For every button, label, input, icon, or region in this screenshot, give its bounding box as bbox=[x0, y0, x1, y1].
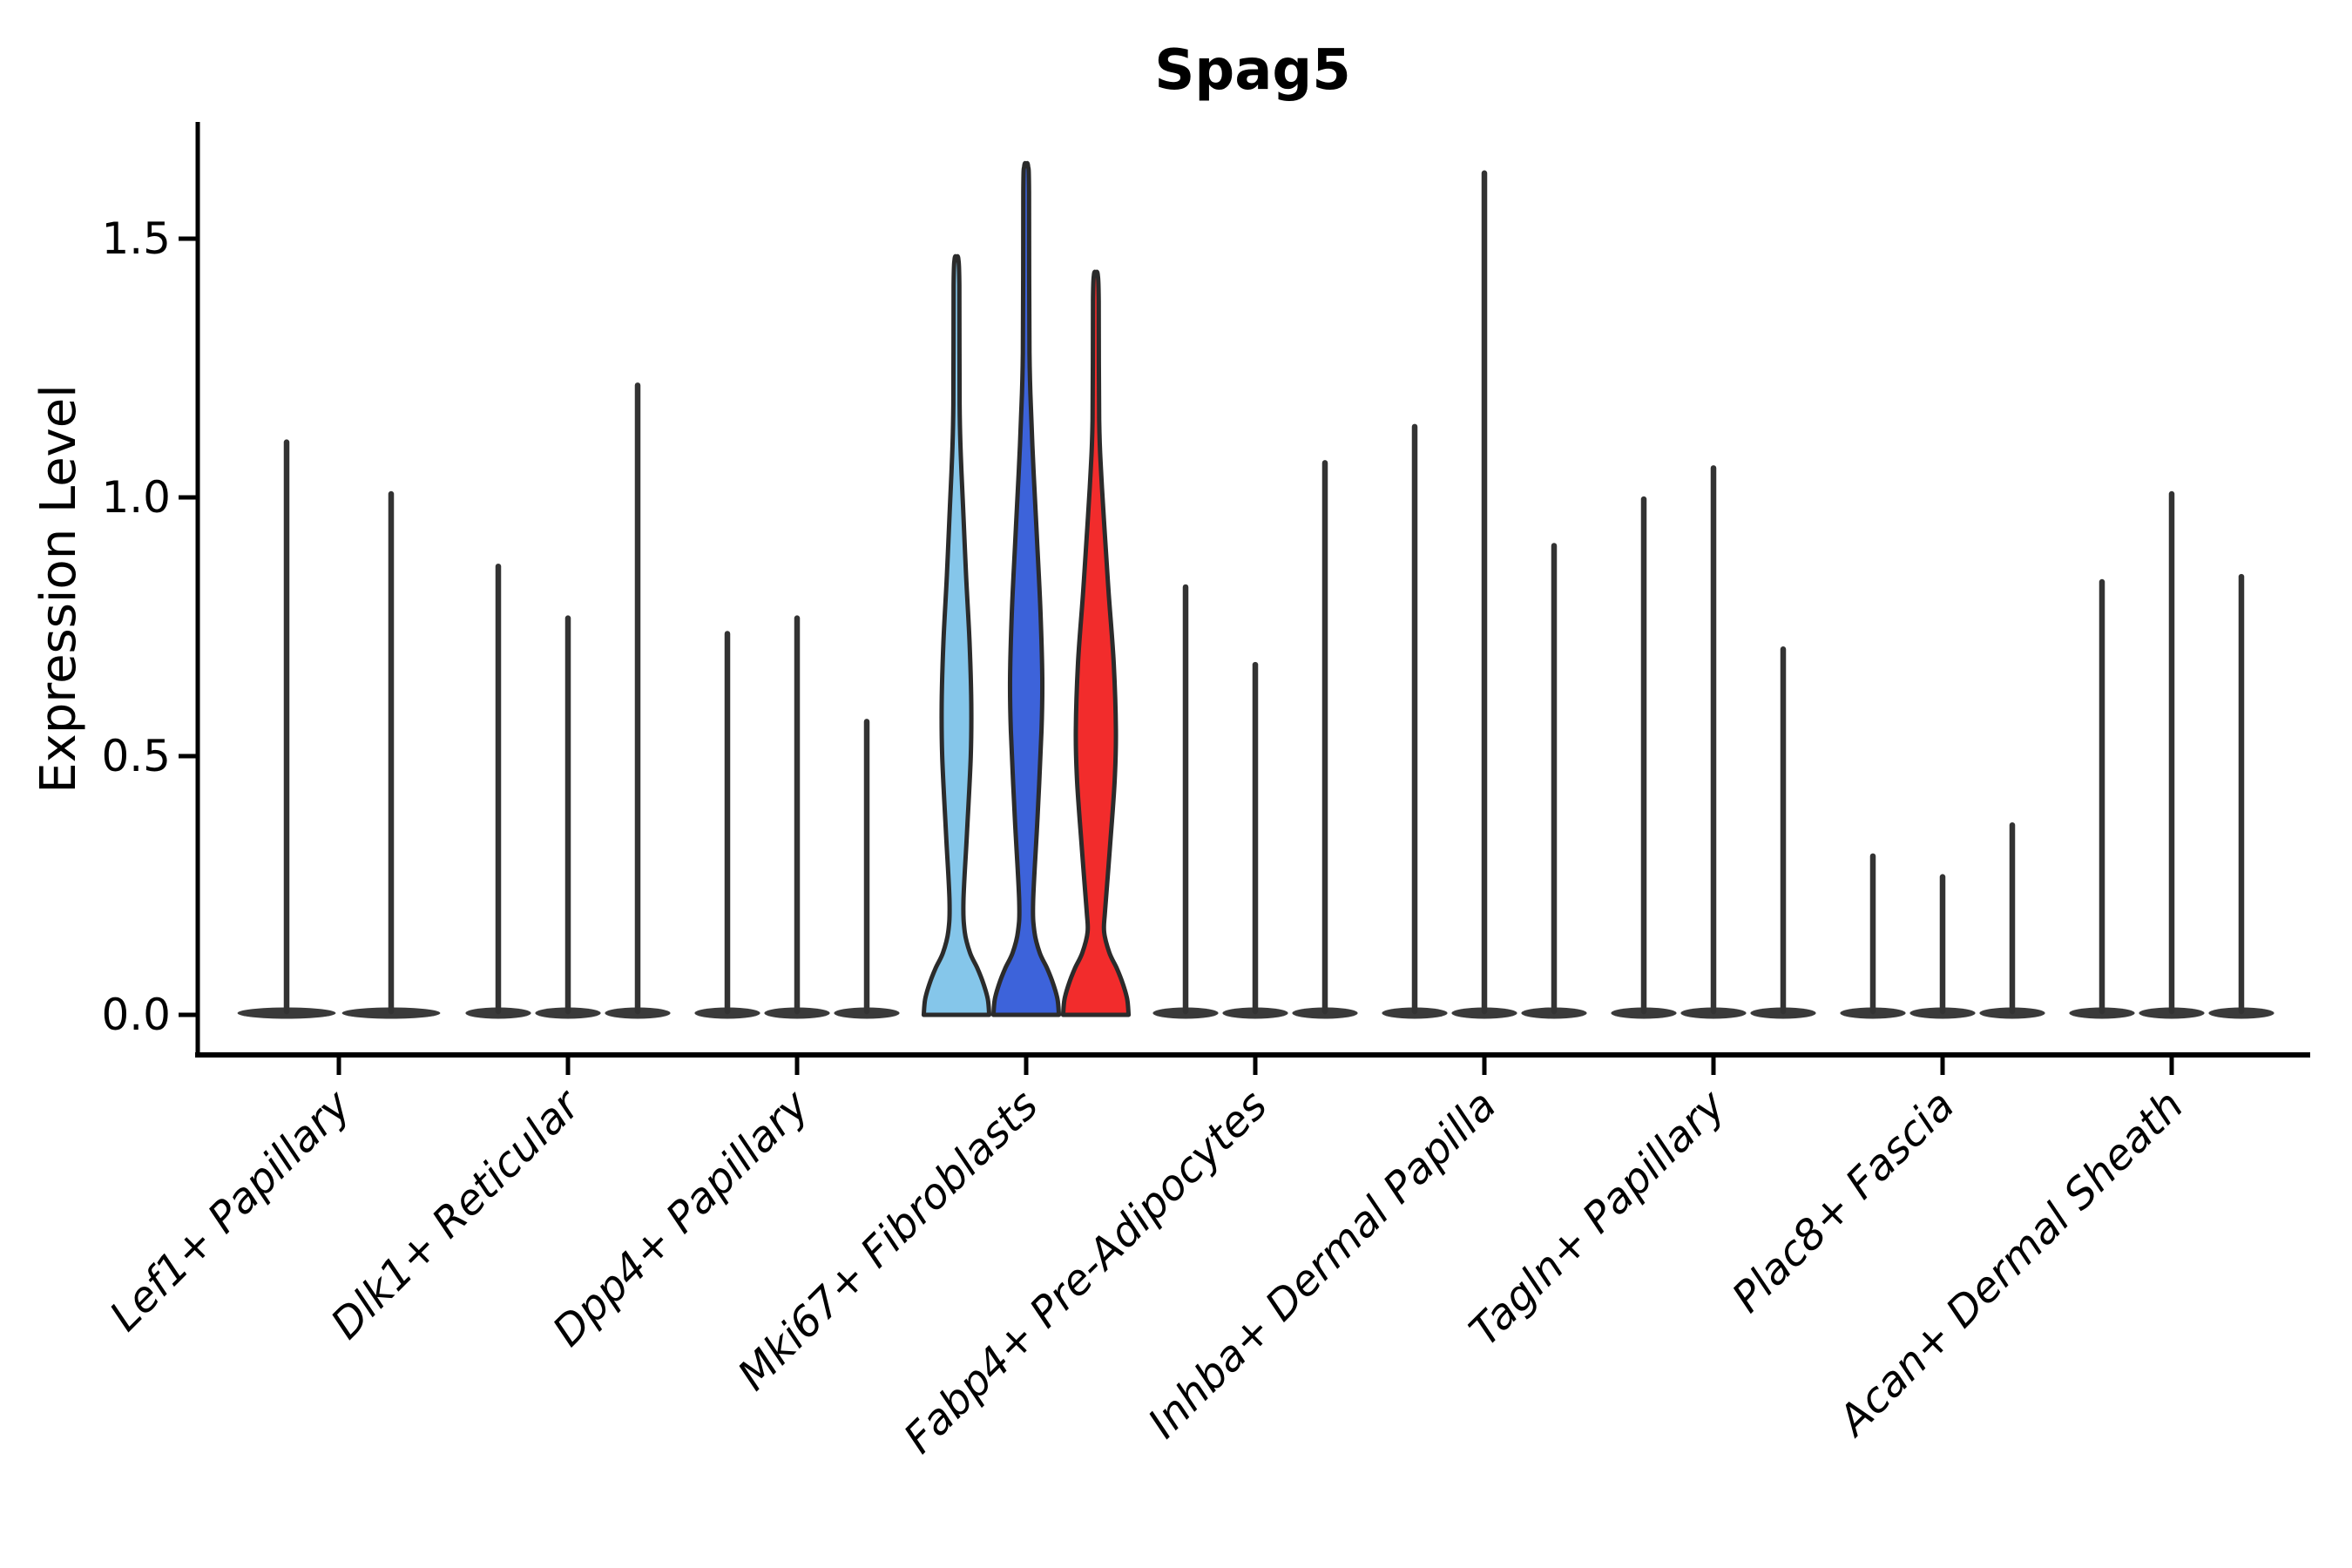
x-tick-label: Fabp4+ Pre-Adipocytes bbox=[895, 1081, 1277, 1463]
x-tick-label: Lef1+ Papillary bbox=[100, 1080, 361, 1341]
highlighted-violin bbox=[1060, 269, 1132, 1017]
y-tick-label: 0.0 bbox=[101, 990, 171, 1040]
highlighted-violin bbox=[990, 160, 1062, 1017]
y-axis-ticks: 0.0 0.5 1.0 1.5 bbox=[101, 213, 198, 1040]
chart-title: Spag5 bbox=[1154, 38, 1350, 103]
x-tick-label: Tagln+ Papillary bbox=[1460, 1080, 1735, 1355]
y-axis-label: Expression Level bbox=[30, 384, 87, 794]
x-tick-label: Plac8+ Fascia bbox=[1723, 1081, 1964, 1322]
x-tick-label: Dlk1+ Reticular bbox=[321, 1079, 591, 1349]
axes bbox=[195, 122, 2310, 1058]
y-tick-label: 1.5 bbox=[101, 213, 171, 264]
x-tick-label: Dpp4+ Papillary bbox=[544, 1080, 819, 1355]
highlighted-violin bbox=[921, 253, 992, 1017]
y-tick-label: 1.0 bbox=[101, 472, 171, 523]
y-tick-label: 0.5 bbox=[101, 731, 171, 781]
violins-layer bbox=[237, 160, 2274, 1019]
